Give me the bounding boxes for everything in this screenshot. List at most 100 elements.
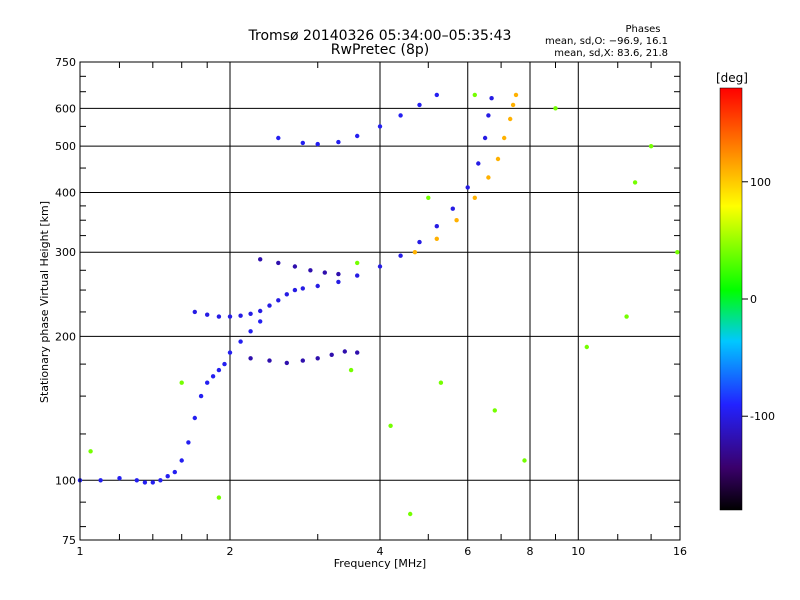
data-point: [336, 271, 341, 277]
data-point: [624, 314, 629, 319]
x-tick-label: 10: [571, 545, 585, 558]
data-point: [238, 339, 243, 344]
y-axis-label: Stationary phase Virtual Height [km]: [38, 201, 51, 403]
data-point: [248, 356, 253, 361]
data-point: [267, 358, 272, 363]
data-point: [454, 218, 459, 223]
data-point: [284, 360, 289, 366]
data-point: [553, 106, 558, 111]
data-point: [336, 279, 341, 285]
data-point: [142, 480, 148, 485]
data-point: [238, 313, 243, 318]
data-point: [258, 319, 263, 324]
data-point: [377, 124, 383, 129]
data-point: [216, 314, 222, 319]
data-point: [438, 380, 444, 385]
data-point: [150, 480, 155, 485]
data-point: [486, 113, 491, 118]
y-tick-label: 600: [55, 102, 76, 115]
data-point: [292, 287, 298, 293]
chart-title: Tromsø 20140326 05:34:00–05:35:43: [248, 28, 512, 44]
y-tick-label: 200: [55, 330, 76, 343]
data-point: [158, 478, 163, 483]
colorbar-tick-label: -100: [750, 410, 775, 423]
data-point: [192, 415, 197, 421]
data-point: [227, 314, 233, 319]
data-point: [584, 344, 589, 350]
data-point: [426, 195, 431, 200]
x-tick-label: 6: [464, 545, 471, 558]
colorbar-tick-label: 100: [750, 176, 771, 189]
data-point: [513, 92, 519, 98]
x-tick-label: 1: [77, 545, 84, 558]
data-points: [77, 92, 680, 517]
data-point: [258, 308, 263, 314]
stats-line-x: mean, sd,X: 83.6, 21.8: [554, 48, 668, 59]
phases-header: Phases: [625, 24, 660, 35]
x-tick-label: 4: [377, 545, 384, 558]
colorbar-tick-label: 0: [750, 293, 757, 306]
y-tick-label: 75: [62, 534, 76, 547]
data-point: [412, 250, 418, 255]
data-point: [388, 423, 393, 428]
data-point: [300, 286, 305, 291]
data-point: [315, 283, 320, 289]
data-point: [355, 133, 360, 139]
data-point: [632, 180, 638, 185]
y-tick-label: 500: [55, 140, 76, 153]
data-point: [434, 92, 439, 98]
data-point: [248, 329, 253, 334]
data-point: [186, 440, 191, 445]
chart-subtitle: RwPretec (8p): [331, 42, 429, 58]
data-point: [398, 113, 403, 118]
data-point: [472, 195, 477, 200]
grid-lines: [80, 62, 680, 540]
data-point: [648, 144, 654, 149]
data-point: [398, 253, 403, 258]
data-point: [284, 292, 289, 297]
data-point: [248, 311, 253, 316]
data-point: [329, 352, 334, 357]
data-point: [486, 175, 491, 180]
data-point: [276, 260, 281, 266]
data-point: [117, 476, 122, 481]
data-point: [355, 273, 360, 278]
plot-frame: [79, 61, 681, 541]
data-point: [300, 140, 305, 146]
x-tick-label: 8: [527, 545, 534, 558]
x-tick-label: 2: [227, 545, 234, 558]
colorbar: [719, 87, 743, 511]
y-tick-label: 750: [55, 56, 76, 69]
y-tick-label: 400: [55, 186, 76, 199]
data-point: [210, 374, 216, 379]
data-point: [510, 102, 516, 108]
data-point: [198, 393, 204, 399]
data-point: [417, 102, 422, 108]
data-point: [267, 303, 272, 308]
data-point: [179, 458, 184, 463]
data-point: [98, 478, 103, 483]
data-point: [308, 268, 313, 273]
data-point: [165, 474, 170, 479]
data-point: [205, 380, 210, 385]
x-axis-label: Frequency [MHz]: [334, 557, 426, 570]
data-point: [522, 458, 527, 463]
colorbar-label: [deg]: [716, 71, 748, 85]
y-tick-label: 100: [55, 474, 76, 487]
data-point: [322, 270, 327, 275]
data-point: [489, 96, 494, 101]
data-point: [408, 511, 413, 517]
data-point: [377, 264, 383, 269]
data-point: [355, 350, 360, 355]
x-tick-label: 16: [673, 545, 687, 558]
data-point: [134, 478, 139, 483]
y-tick-label: 300: [55, 246, 76, 259]
data-point: [88, 449, 93, 454]
data-point: [355, 260, 360, 266]
data-point: [227, 350, 233, 355]
data-point: [258, 257, 263, 262]
data-point: [476, 161, 481, 166]
data-point: [300, 358, 305, 363]
stats-line-o: mean, sd,O: −96.9, 16.1: [545, 36, 668, 47]
